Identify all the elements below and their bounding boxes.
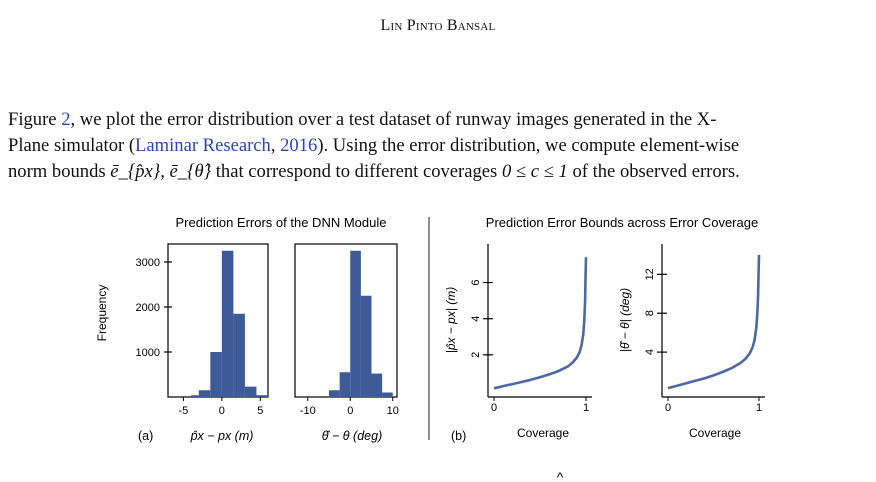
panel-b-label: (b) [451,429,466,443]
hist2-xlabel: θ̂ − θ (deg) [322,429,382,443]
histogram-2-xtick-label: 10 [387,405,399,417]
histogram-2-xtick-label: 0 [347,405,353,417]
histogram-1-bar [256,395,268,397]
curve-2-ytick-label: 8 [644,310,656,316]
histogram-2-xtick-label: -10 [300,405,316,417]
figure-reference-link[interactable]: 2 [61,109,71,130]
curve-2-xtick-label: 0 [665,402,671,414]
histogram-1-xtick-label: 0 [219,405,225,417]
histogram-1-bar [221,250,234,397]
histogram-2-bar [339,372,351,397]
histogram-2-bar [350,250,361,397]
curve-1-ytick-label: 2 [470,352,482,358]
histogram-1-ytick-label: 3000 [136,257,160,269]
curve-2-ytick-label: 4 [644,349,656,355]
paragraph-line-1: Figure 2, we plot the error distribution… [8,109,717,130]
curve2-ylabel: |θ̂ − θ| (deg) [618,288,632,352]
curve-1-line [493,257,588,390]
histogram-1-ytick-label: 1000 [136,347,160,359]
paragraph-line-2: Plane simulator (Laminar Research, 2016)… [8,135,740,156]
hist1-xlabel: p̂x − px (m) [190,429,254,443]
panel-a-label: (a) [138,429,153,443]
citation-link[interactable]: Laminar Research [135,135,271,156]
curve2-xlabel: Coverage [689,426,741,440]
histogram-2-bar [360,295,372,397]
curve1-ylabel: |p̂x − px| (m) [444,287,458,354]
histogram-1-xtick-label: -5 [178,405,188,417]
histogram-1-bar [191,395,199,397]
histogram-1-bar [210,352,222,397]
right-figure-title: Prediction Error Bounds across Error Cov… [486,215,758,230]
footer-glyph: ^ [557,469,564,482]
running-head: Lin Pinto Bansal [380,17,496,34]
curve1-xlabel: Coverage [517,426,569,440]
coverage-math: 0 ≤ c ≤ 1 [501,161,568,182]
curve-2-line [667,254,761,390]
histogram-1-xtick-label: 5 [257,405,263,417]
histogram-2-bar [329,390,340,397]
paragraph-line-3: norm bounds ē_{p̂x}, ē_{θ̂} that corresp… [8,161,740,182]
histogram-1-bar [233,313,245,397]
curve-1-xtick-label: 1 [583,402,589,414]
norm-bounds-math: ē_{p̂x}, ē_{θ̂} [110,161,212,182]
curve-2-xtick-label: 1 [756,402,762,414]
body-paragraph: Figure 2, we plot the error distribution… [8,107,870,185]
histogram-1-bar [198,390,211,397]
histogram-1-ytick-label: 2000 [136,302,160,314]
curve-1-xtick-label: 0 [491,402,497,414]
left-figure-title: Prediction Errors of the DNN Module [176,215,387,230]
curve-1-ytick-label: 4 [470,316,482,322]
histogram-2-bar [371,373,383,397]
histogram-2-bar [382,392,393,397]
citation-year-link[interactable]: 2016 [280,135,318,156]
frequency-axis-label: Frequency [95,285,109,342]
curve-1-ytick-label: 6 [470,279,482,285]
curve-2-ytick-label: 12 [644,268,656,280]
histogram-1-bar [244,386,257,397]
